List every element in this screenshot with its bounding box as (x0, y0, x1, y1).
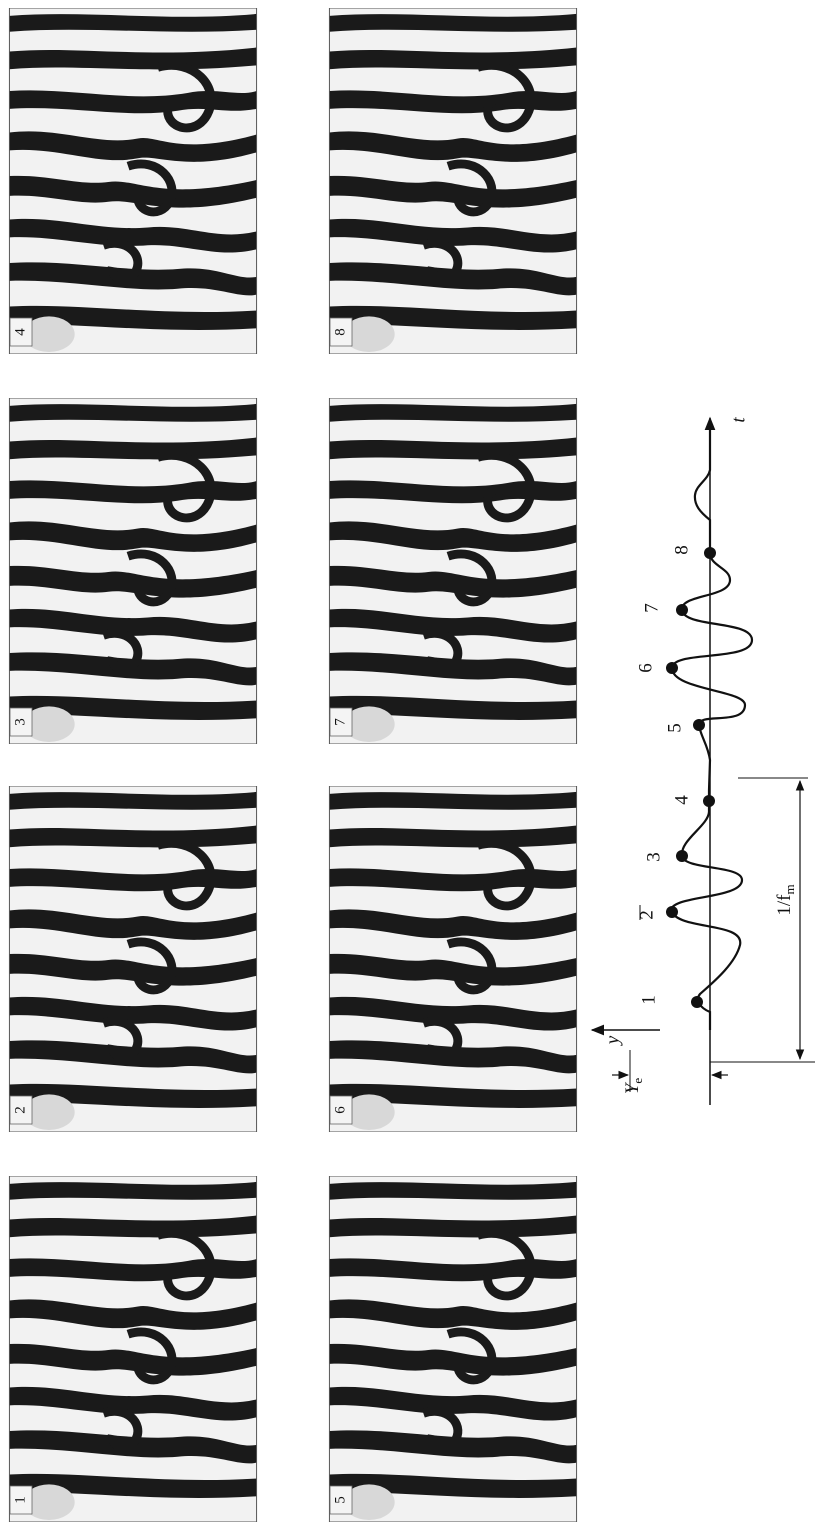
point (693, 719, 705, 731)
flow-photo (329, 398, 576, 744)
point-label: 8 (671, 545, 692, 555)
point (666, 906, 678, 918)
flow-photo (329, 1176, 576, 1522)
panel-label: 2 (12, 1106, 28, 1114)
point (691, 996, 703, 1008)
flow-photo (9, 8, 256, 354)
panel-label-box (9, 707, 33, 737)
panel-label: 4 (12, 328, 28, 336)
points (666, 547, 716, 1008)
point (676, 850, 688, 862)
amplitude-label: Ye (622, 1078, 645, 1095)
flow-photo (9, 1176, 256, 1522)
point-label: 4 (671, 795, 692, 805)
panel-label: 3 (12, 718, 28, 726)
t-axis-label: t (728, 417, 749, 423)
panel-label-box (9, 1485, 33, 1515)
point-label: 5 (664, 723, 685, 733)
point-label: 1 (638, 995, 659, 1005)
panel-label: 1 (12, 1496, 28, 1504)
photo-panels: 1 2 3 4 5 6 7 8 (9, 8, 576, 1522)
point-label: 3 (643, 852, 664, 862)
panel-label: 5 (332, 1496, 348, 1504)
point (666, 662, 678, 674)
period-sub: m (782, 884, 797, 894)
panel-label: 6 (332, 1106, 348, 1114)
timing-diagram: y t Ye 1/fm 1 2 3 4 5 6 7 8 (590, 417, 815, 1105)
panel-label-box (9, 317, 33, 347)
point (676, 604, 688, 616)
period-main: 1/f (774, 894, 795, 916)
y-axis-label: y (602, 1035, 623, 1046)
flow-photo (329, 8, 576, 354)
amplitude-main: Y (622, 1081, 643, 1094)
point-label: 7 (641, 603, 662, 613)
flow-photo (9, 786, 256, 1132)
point (704, 547, 716, 559)
panel-label-box (329, 1485, 353, 1515)
panel-label-box (329, 707, 353, 737)
point (703, 795, 715, 807)
point-label: 6 (635, 663, 656, 673)
amplitude-sub: e (630, 1078, 645, 1084)
point-label: 2 (636, 910, 657, 920)
flow-photo (9, 398, 256, 744)
panel-label-box (329, 317, 353, 347)
panel-label: 7 (332, 718, 348, 726)
period-label: 1/fm (774, 884, 797, 915)
panel-label-box (329, 1095, 353, 1125)
panel-label: 8 (332, 328, 348, 336)
flow-photo (329, 786, 576, 1132)
waveform (670, 430, 754, 1030)
panel-label-box (9, 1095, 33, 1125)
